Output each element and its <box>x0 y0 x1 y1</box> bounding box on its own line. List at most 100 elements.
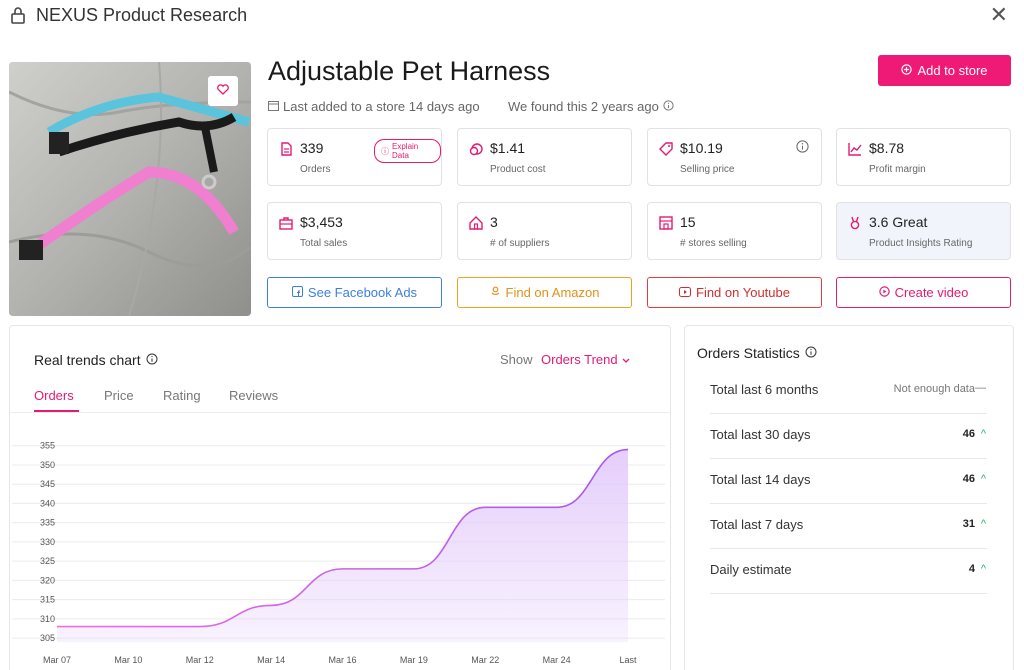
info-icon[interactable] <box>146 352 158 368</box>
y-tick-label: 305 <box>40 633 55 643</box>
trend-up-icon: ^ <box>980 473 986 485</box>
youtube-button[interactable]: Find on Youtube <box>647 277 822 308</box>
youtube-label: Find on Youtube <box>696 285 790 300</box>
tag-icon <box>659 142 673 161</box>
trends-title: Real trends chart <box>34 352 158 368</box>
add-to-store-button[interactable]: Add to store <box>878 55 1011 86</box>
tab-price[interactable]: Price <box>104 388 134 403</box>
profit-margin-value: $8.78 <box>869 140 905 156</box>
store-icon <box>659 216 673 235</box>
amazon-button[interactable]: Find on Amazon <box>457 277 632 308</box>
y-tick-label: 350 <box>40 460 55 470</box>
product-cost-value: $1.41 <box>490 140 526 156</box>
stores-selling-label: # stores selling <box>680 238 747 249</box>
trend-type-dropdown[interactable]: Orders Trend <box>541 352 630 367</box>
briefcase-icon <box>279 216 293 235</box>
plus-circle-icon <box>901 63 913 78</box>
trend-up-icon: ^ <box>980 428 986 440</box>
orders-label: Orders <box>300 164 331 175</box>
y-tick-label: 325 <box>40 556 55 566</box>
info-icon: ⓘ <box>381 146 389 156</box>
orders-card: 339 Orders ⓘ Explain Data <box>267 128 442 186</box>
facebook-ads-label: See Facebook Ads <box>307 285 418 300</box>
explain-data-label: Explain Data <box>392 142 419 160</box>
amazon-label: Find on Amazon <box>505 285 600 300</box>
x-tick-label: Mar 19 <box>400 655 428 665</box>
x-tick-label: Mar 07 <box>43 655 71 665</box>
suppliers-label: # of suppliers <box>490 238 550 249</box>
info-icon[interactable] <box>663 99 674 114</box>
tab-orders[interactable]: Orders <box>34 388 74 403</box>
profit-margin-label: Profit margin <box>869 164 926 175</box>
stats-row-label: Total last 14 days <box>710 472 811 487</box>
stats-row-value: 31 <box>962 518 975 530</box>
last-added-info: Last added to a store 14 days ago <box>268 99 480 114</box>
x-tick-label: Mar 10 <box>114 655 142 665</box>
stats-row-label: Total last 30 days <box>710 427 811 442</box>
dash-icon: — <box>975 382 986 394</box>
y-tick-label: 315 <box>40 595 55 605</box>
create-video-button[interactable]: Create video <box>836 277 1011 308</box>
heart-icon <box>217 82 229 100</box>
y-tick-label: 340 <box>40 498 55 508</box>
stats-row-value: Not enough data <box>893 383 975 395</box>
trends-title-text: Real trends chart <box>34 352 141 368</box>
x-tick-label: Mar 24 <box>543 655 571 665</box>
tab-reviews[interactable]: Reviews <box>229 388 279 403</box>
selling-price-label: Selling price <box>680 164 735 175</box>
product-title: Adjustable Pet Harness <box>268 56 551 86</box>
show-label: Show <box>500 352 533 367</box>
stats-row-label: Total last 7 days <box>710 517 804 532</box>
y-tick-label: 330 <box>40 537 55 547</box>
stats-row-value: 46 <box>962 473 975 485</box>
home-icon <box>469 216 483 235</box>
close-icon[interactable]: ✕ <box>989 2 1008 27</box>
selling-price-card: $10.19 Selling price <box>647 128 822 186</box>
active-tab-indicator <box>34 410 79 412</box>
x-tick-label: Mar 16 <box>328 655 356 665</box>
stats-row: Total last 14 days 46 ^ <box>710 459 987 504</box>
series-area <box>57 449 628 642</box>
play-circle-icon <box>878 285 890 300</box>
tab-rating[interactable]: Rating <box>163 388 201 403</box>
trend-up-icon: ^ <box>980 563 986 575</box>
coins-icon <box>469 142 483 161</box>
y-tick-label: 320 <box>40 575 55 585</box>
facebook-ads-button[interactable]: See Facebook Ads <box>267 277 442 308</box>
app-title: NEXUS Product Research <box>36 5 248 25</box>
tab-divider <box>10 412 670 413</box>
chevron-down-icon <box>622 352 630 367</box>
selling-price-value: $10.19 <box>680 140 723 156</box>
x-tick-label: Mar 22 <box>471 655 499 665</box>
stats-row: Total last 30 days 46 ^ <box>710 414 987 459</box>
stats-row: Daily estimate 4 ^ <box>710 549 987 594</box>
stores-selling-value: 15 <box>680 214 696 230</box>
y-tick-label: 345 <box>40 479 55 489</box>
stores-selling-card: 15 # stores selling <box>647 202 822 260</box>
total-sales-card: $3,453 Total sales <box>267 202 442 260</box>
add-to-store-label: Add to store <box>917 63 988 78</box>
profit-margin-card: $8.78 Profit margin <box>836 128 1011 186</box>
x-tick-label: Last <box>619 655 637 665</box>
explain-data-button[interactable]: ⓘ Explain Data <box>374 139 441 163</box>
create-video-label: Create video <box>894 285 969 300</box>
y-tick-label: 310 <box>40 614 55 624</box>
y-tick-label: 355 <box>40 441 55 451</box>
calendar-icon <box>268 99 279 114</box>
series-line <box>57 448 629 628</box>
favorite-button[interactable] <box>208 76 238 106</box>
suppliers-card: 3 # of suppliers <box>457 202 632 260</box>
product-cost-card: $1.41 Product cost <box>457 128 632 186</box>
total-sales-label: Total sales <box>300 238 348 249</box>
orders-stats-panel <box>684 325 1014 670</box>
info-icon[interactable] <box>796 140 809 158</box>
stats-row-label: Total last 6 months <box>710 382 819 397</box>
info-icon[interactable] <box>805 345 817 361</box>
stats-row-value: 46 <box>962 428 975 440</box>
x-tick-label: Mar 14 <box>257 655 285 665</box>
x-tick-label: Mar 12 <box>186 655 214 665</box>
product-cost-label: Product cost <box>490 164 546 175</box>
lock-icon <box>10 6 26 29</box>
award-icon <box>848 216 862 235</box>
stats-row-value: 4 <box>968 563 975 575</box>
